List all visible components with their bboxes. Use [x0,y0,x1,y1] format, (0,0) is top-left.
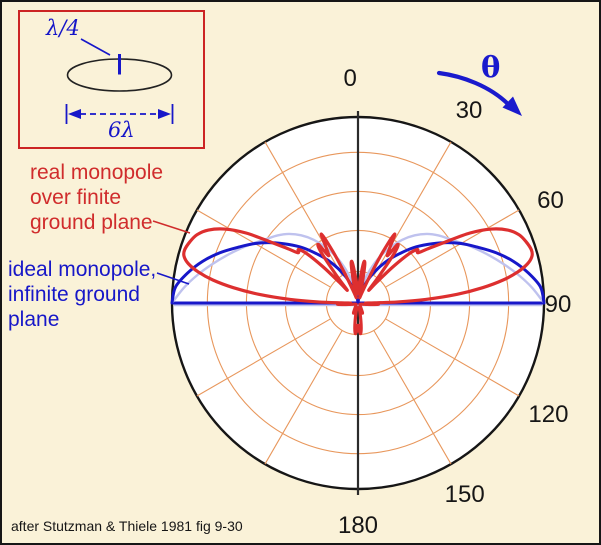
polar-grid-spoke [385,318,520,397]
real-monopole-label-line2: over finite [30,186,122,209]
real-monopole-label-line3: ground plane [30,211,153,234]
real-monopole-curve-right [356,227,534,336]
inset-arrowhead-right [158,109,171,119]
ideal-monopole-label-line1: ideal monopole, [8,258,157,281]
ideal-monopole-label-line2: infinite ground [8,283,140,306]
angle-tick-label-180: 180 [337,512,379,539]
angle-tick-label-0: 0 [343,65,357,93]
angle-tick-label-90: 90 [544,290,572,318]
real-label-leader-line [152,220,191,234]
inset-diameter-label: 6λ [108,118,135,142]
inset-arrowhead-left [68,109,81,119]
theta-arrow [436,70,512,108]
angle-tick-label-30: 30 [455,96,483,124]
attribution-text: after Stutzman & Thiele 1981 fig 9-30 [11,518,243,534]
ideal-monopole-label-line3: plane [8,308,60,331]
angle-tick-label-60: 60 [537,186,564,214]
ideal-label-leader-line [156,272,190,285]
inset-box [18,10,205,149]
theta-symbol: θ [481,50,501,84]
angle-tick-label-150: 150 [444,481,485,509]
theta-arrowhead [502,96,522,116]
real-monopole-label: real monopole over finite ground plane [30,160,163,235]
inset-quarter-wave-label: λ/4 [46,16,80,40]
real-monopole-curve-left [182,227,360,336]
polar-grid-spoke [373,330,452,465]
polar-grid-spoke [385,209,520,288]
polar-grid-spoke [196,318,331,397]
angle-tick-label-120: 120 [528,401,569,429]
real-monopole-label-line1: real monopole [30,161,164,184]
polar-grid-spoke [264,330,343,465]
polar-grid-spoke [196,209,331,288]
inset-label-pointer-line [80,38,111,56]
ideal-monopole-label: ideal monopole, infinite ground plane [8,257,156,332]
